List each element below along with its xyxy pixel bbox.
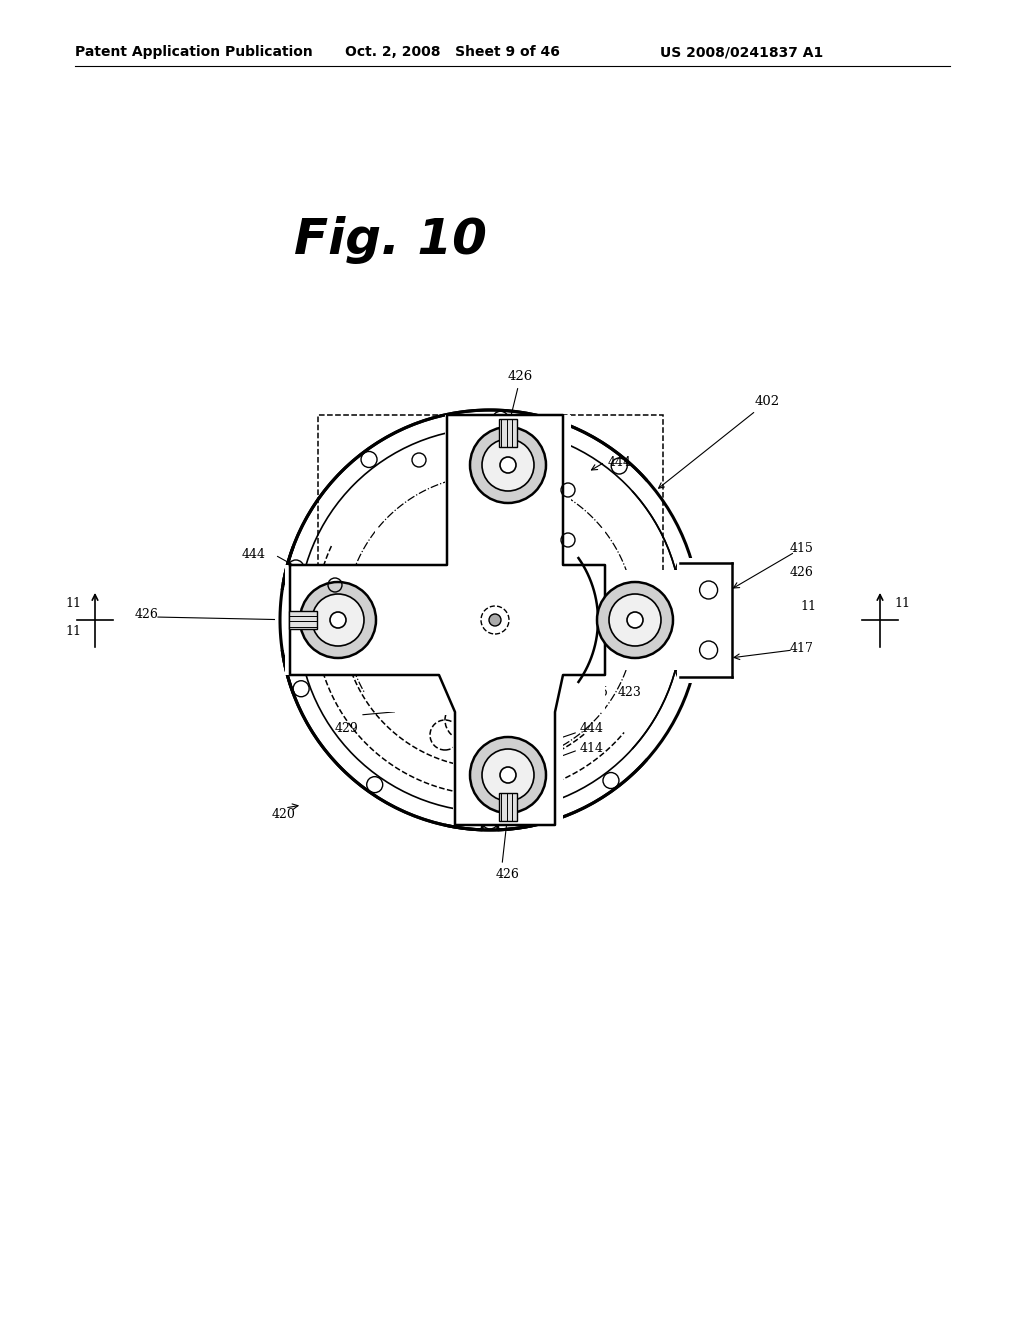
Text: 423: 423 (618, 685, 642, 698)
Bar (395, 525, 585, 715)
Circle shape (470, 426, 546, 503)
Circle shape (312, 594, 364, 645)
Bar (375, 528, 605, 711)
Circle shape (470, 737, 546, 813)
Text: 426: 426 (508, 370, 534, 424)
Text: 444: 444 (580, 722, 604, 734)
Circle shape (300, 582, 376, 657)
Circle shape (500, 767, 516, 783)
Bar (499, 418, 517, 447)
Text: 444: 444 (608, 455, 632, 469)
Text: 11: 11 (894, 597, 910, 610)
Text: 444: 444 (242, 549, 266, 561)
Text: 426: 426 (135, 609, 159, 622)
Text: 414: 414 (580, 742, 604, 755)
Text: US 2008/0241837 A1: US 2008/0241837 A1 (660, 45, 823, 59)
Text: 428: 428 (395, 533, 419, 546)
Text: 429: 429 (335, 722, 358, 734)
Bar (453, 710, 563, 825)
Circle shape (330, 612, 346, 628)
Circle shape (597, 582, 673, 657)
Text: 11: 11 (65, 624, 81, 638)
Bar (447, 414, 563, 528)
Text: 402: 402 (658, 395, 780, 488)
Bar (677, 557, 725, 682)
Circle shape (627, 612, 643, 628)
Bar (455, 711, 555, 825)
Text: 11: 11 (800, 601, 816, 612)
Text: 417: 417 (790, 642, 814, 655)
Circle shape (489, 614, 501, 626)
Bar (289, 611, 317, 630)
Text: Fig. 10: Fig. 10 (294, 216, 486, 264)
Text: 11: 11 (65, 597, 81, 610)
Text: Oct. 2, 2008   Sheet 9 of 46: Oct. 2, 2008 Sheet 9 of 46 (345, 45, 560, 59)
Bar (499, 793, 517, 821)
Text: 415: 415 (790, 541, 814, 554)
Bar (580, 570, 695, 671)
Text: 426: 426 (790, 565, 814, 578)
Circle shape (609, 594, 662, 645)
Text: 420: 420 (272, 808, 296, 821)
Text: 445: 445 (585, 685, 609, 698)
Text: Patent Application Publication: Patent Application Publication (75, 45, 312, 59)
Text: 426: 426 (496, 869, 520, 880)
Bar (275, 590, 293, 649)
Bar (285, 565, 400, 675)
Circle shape (500, 457, 516, 473)
Circle shape (482, 440, 534, 491)
Bar (318, 414, 663, 598)
Bar (290, 565, 402, 675)
Circle shape (482, 748, 534, 801)
Bar (445, 414, 571, 531)
